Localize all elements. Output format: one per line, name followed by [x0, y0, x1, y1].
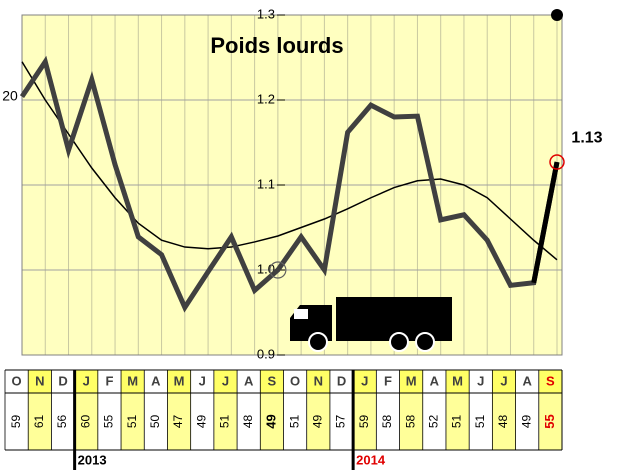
count-cell-highlight: [28, 393, 52, 450]
month-cell-highlight: [213, 370, 238, 393]
count-cell-highlight: [492, 393, 516, 450]
month-cell-highlight: [260, 370, 284, 393]
y-tick-label: 1.1: [257, 176, 275, 191]
count-cell-highlight: [121, 393, 145, 450]
month-cell-highlight: [28, 370, 52, 393]
count-value: 55: [542, 414, 557, 428]
month-label: J: [361, 373, 368, 388]
month-cell-highlight: [353, 370, 377, 393]
count-cell-highlight: [74, 393, 98, 450]
month-label: O: [12, 373, 22, 388]
month-label: J: [500, 373, 507, 388]
count-cell-highlight: [167, 393, 191, 450]
month-label: J: [83, 373, 90, 388]
count-cell-highlight: [445, 393, 470, 450]
month-cell-highlight: [306, 370, 330, 393]
y-tick-label: 1.3: [257, 6, 275, 21]
reference-marker: [269, 261, 287, 279]
last-point-marker: [549, 154, 565, 170]
trend-line: [21, 61, 558, 261]
month-cell-highlight: [492, 370, 516, 393]
count-value: 61: [32, 415, 46, 429]
left-axis-label: 20: [2, 88, 18, 104]
count-cell-highlight: [538, 393, 562, 450]
y-tick-label: 1.2: [257, 91, 275, 106]
count-value: 51: [287, 415, 301, 429]
month-label: A: [151, 373, 161, 388]
count-value: 51: [450, 415, 464, 429]
count-cell-highlight: [306, 393, 330, 450]
month-label: D: [337, 373, 346, 388]
count-value: 49: [263, 414, 278, 428]
count-cell-highlight: [213, 393, 238, 450]
plot-border: [21, 14, 563, 356]
data-line: [19, 55, 560, 313]
month-label: J: [477, 373, 484, 388]
count-value: 59: [9, 415, 23, 429]
month-cell-highlight: [167, 370, 191, 393]
month-label: M: [452, 373, 463, 388]
month-label: A: [430, 373, 440, 388]
count-value: 59: [357, 415, 371, 429]
count-value: 57: [334, 415, 348, 429]
chart-title: Poids lourds: [210, 33, 343, 58]
month-label: F: [384, 373, 392, 388]
count-value: 49: [519, 415, 533, 429]
month-label: D: [58, 373, 67, 388]
month-label: S: [268, 373, 277, 388]
month-label: J: [199, 373, 206, 388]
month-cell-highlight: [445, 370, 470, 393]
count-value: 49: [194, 415, 208, 429]
count-value: 60: [78, 415, 92, 429]
count-value: 55: [102, 415, 116, 429]
count-value: 48: [496, 415, 510, 429]
count-value: 47: [171, 415, 185, 429]
month-label: M: [174, 373, 185, 388]
count-value: 52: [427, 415, 441, 429]
month-cell-highlight: [121, 370, 145, 393]
count-value: 50: [148, 415, 162, 429]
top-dot: [551, 9, 563, 21]
count-value: 48: [241, 415, 255, 429]
month-label: J: [222, 373, 229, 388]
month-label: A: [522, 373, 532, 388]
count-value: 51: [218, 415, 232, 429]
month-cell-highlight: [74, 370, 98, 393]
last-segment: [531, 161, 560, 284]
count-cell-highlight: [260, 393, 284, 450]
month-cell-highlight: [538, 370, 562, 393]
count-cell-highlight: [399, 393, 423, 450]
month-label: O: [290, 373, 300, 388]
month-label: F: [105, 373, 113, 388]
count-value: 51: [473, 415, 487, 429]
value-label: 1.13: [571, 129, 602, 146]
y-tick-label: 0.9: [257, 346, 275, 361]
count-value: 56: [55, 415, 69, 429]
count-value: 51: [125, 415, 139, 429]
month-label: N: [35, 373, 44, 388]
truck-icon: [290, 297, 452, 352]
month-cell-highlight: [399, 370, 423, 393]
month-label: N: [314, 373, 323, 388]
count-value: 58: [403, 415, 417, 429]
month-label: M: [406, 373, 417, 388]
count-cell-highlight: [353, 393, 377, 450]
month-label: A: [244, 373, 254, 388]
count-value: 49: [310, 415, 324, 429]
year-label: 2014: [356, 452, 386, 467]
month-label: S: [546, 373, 555, 388]
month-label: M: [127, 373, 138, 388]
count-value: 58: [380, 415, 394, 429]
year-label: 2013: [78, 452, 107, 467]
